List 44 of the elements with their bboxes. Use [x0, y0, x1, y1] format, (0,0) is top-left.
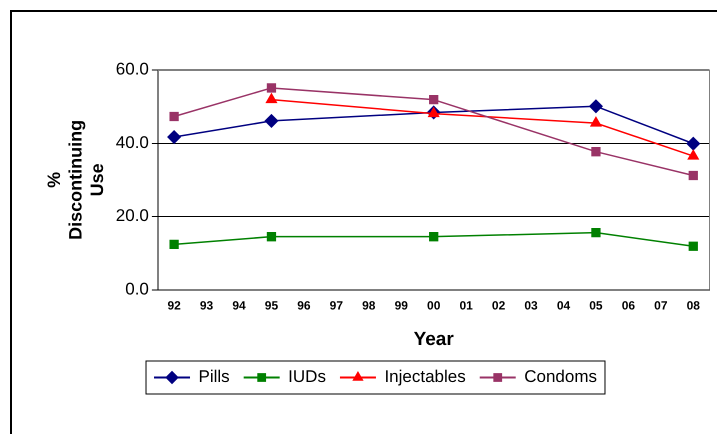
x-axis-title: Year [414, 328, 454, 350]
point [591, 147, 601, 156]
x-tick-label: 93 [200, 298, 214, 312]
y-tick-label: 40.0 [116, 132, 149, 152]
x-tick-label: 92 [167, 298, 182, 312]
y-tick-label: 20.0 [116, 206, 149, 226]
point [429, 232, 438, 242]
x-tick-label: 96 [297, 298, 311, 312]
point [169, 240, 179, 250]
point [686, 136, 700, 150]
point [266, 93, 277, 104]
legend-label: Condoms [524, 367, 597, 386]
x-tick-label: 06 [622, 298, 636, 312]
x-tick-label: 97 [330, 298, 344, 312]
point [264, 114, 278, 128]
point [266, 232, 276, 242]
x-tick-label: 07 [654, 298, 668, 312]
point [167, 130, 181, 144]
point [429, 95, 438, 104]
y-tick-label: 60.0 [116, 60, 149, 79]
x-tick-label: 08 [686, 298, 700, 312]
x-tick-label: 98 [362, 298, 376, 312]
point [688, 170, 698, 180]
point [169, 112, 179, 122]
point [688, 150, 699, 160]
x-tick-label: 04 [556, 298, 570, 312]
legend-label: IUDs [288, 367, 326, 386]
point [266, 83, 276, 93]
point [591, 228, 601, 238]
point [590, 116, 602, 127]
point [688, 242, 698, 251]
y-tick-label: 0.0 [125, 279, 149, 298]
x-tick-label: 94 [232, 298, 246, 312]
legend-label: Pills [198, 367, 230, 386]
x-tick-label: 02 [492, 298, 506, 312]
x-tick-label: 05 [589, 298, 603, 312]
x-tick-label: 95 [264, 298, 278, 312]
point [589, 100, 603, 114]
x-tick-label: 00 [427, 298, 441, 312]
legend-label: Injectables [384, 367, 466, 386]
y-axis-title: % Discontinuing Use [44, 120, 107, 240]
x-tick-label: 99 [394, 298, 408, 312]
x-tick-label: 03 [524, 298, 538, 312]
x-tick-label: 01 [459, 298, 474, 312]
